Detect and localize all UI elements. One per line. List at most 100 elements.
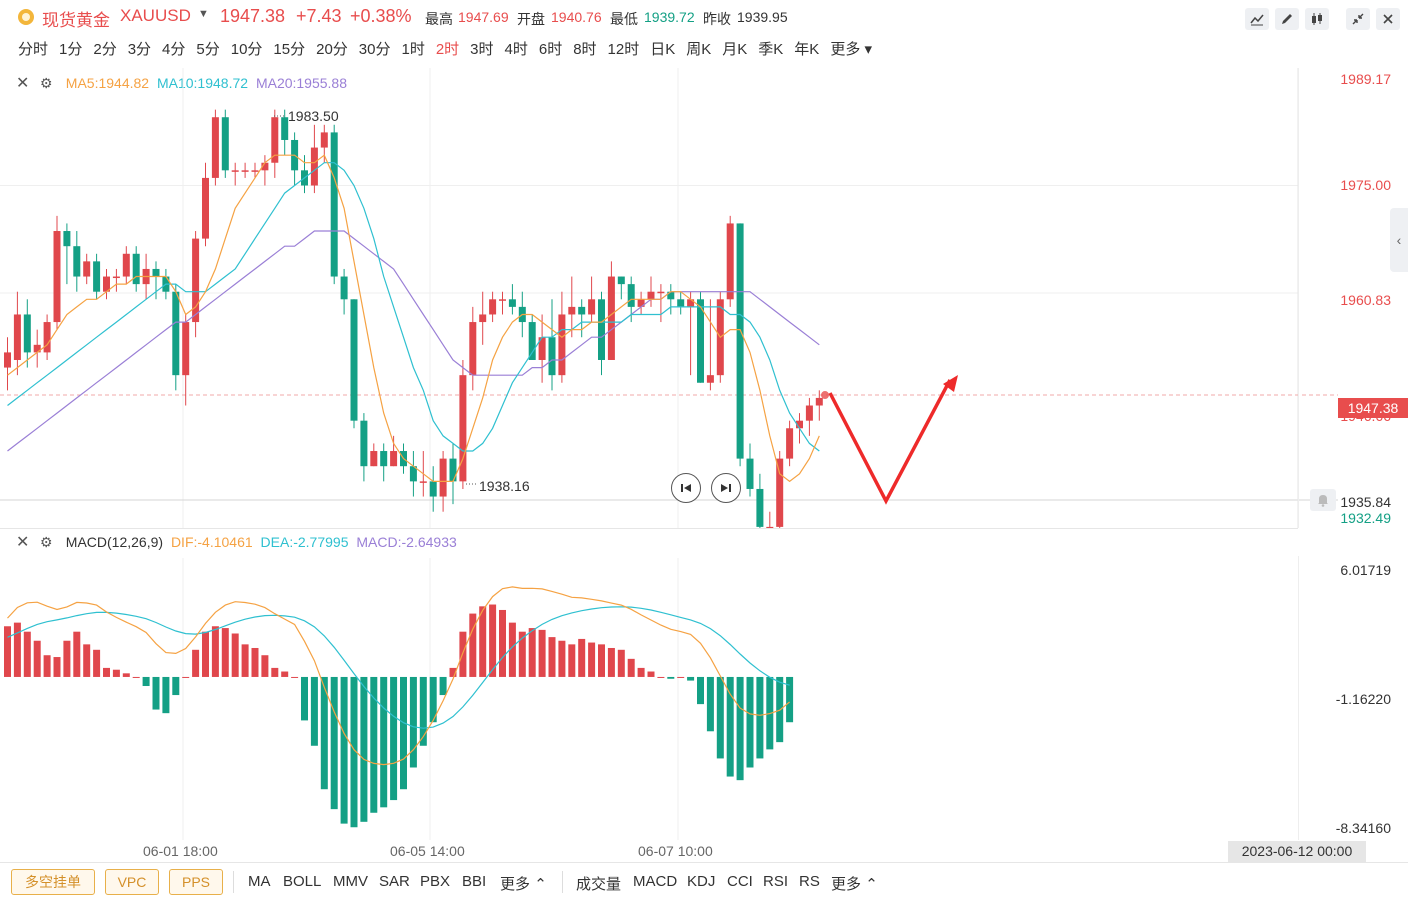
period-tab[interactable]: 月K bbox=[722, 41, 748, 58]
period-tab[interactable]: 2时 bbox=[435, 41, 460, 58]
draw-pen-icon[interactable] bbox=[1275, 8, 1299, 30]
period-tab[interactable]: 1分 bbox=[59, 41, 83, 58]
chevron-up-icon: ⌃ bbox=[865, 876, 878, 893]
candle bbox=[489, 299, 497, 315]
candle bbox=[172, 291, 180, 376]
macd-bar bbox=[548, 637, 556, 677]
price-axis: 1989.17 1975.00 1960.83 1946.66 1935.84 … bbox=[1298, 68, 1408, 528]
macd-chart[interactable] bbox=[0, 528, 1298, 840]
vpc-button[interactable]: VPC bbox=[105, 869, 159, 895]
candle bbox=[281, 117, 289, 140]
period-tab[interactable]: 3时 bbox=[470, 41, 494, 58]
candle bbox=[746, 458, 754, 489]
instrument-name[interactable]: 现货黄金 bbox=[42, 11, 110, 30]
ind-volume[interactable]: 成交量 bbox=[576, 876, 622, 893]
ind-mmv[interactable]: MMV bbox=[333, 873, 368, 890]
period-tab[interactable]: 年K bbox=[794, 41, 820, 58]
macd-bar bbox=[241, 644, 249, 677]
ind-rsi[interactable]: RSI bbox=[763, 873, 789, 890]
settings-icon[interactable]: ⚙ bbox=[39, 75, 53, 91]
last-price: 1947.38 bbox=[220, 6, 286, 26]
period-tab[interactable]: 2分 bbox=[93, 41, 117, 58]
period-tab[interactable]: 更多 ▾ bbox=[830, 41, 873, 58]
period-tab[interactable]: 4分 bbox=[162, 41, 186, 58]
ind-boll[interactable]: BOLL bbox=[283, 873, 322, 890]
period-tab[interactable]: 15分 bbox=[273, 41, 306, 58]
macd-bar bbox=[251, 647, 259, 677]
expand-panel-icon[interactable]: ‹ bbox=[1390, 208, 1408, 272]
ind-bbi[interactable]: BBI bbox=[462, 873, 487, 890]
long-short-orders-button[interactable]: 多空挂单 bbox=[11, 869, 95, 895]
period-tab[interactable]: 8时 bbox=[573, 41, 597, 58]
macd-bar bbox=[162, 676, 170, 714]
period-tab[interactable]: 周K bbox=[686, 41, 712, 58]
candle bbox=[53, 231, 61, 323]
candle bbox=[687, 299, 695, 307]
more-sub-indicators[interactable]: 更多 ⌃ bbox=[831, 873, 878, 894]
macd-bar bbox=[370, 676, 378, 813]
period-tab[interactable]: 日K bbox=[650, 41, 676, 58]
date-tick-2: 06-05 14:00 bbox=[390, 843, 465, 859]
candle bbox=[409, 466, 417, 482]
ind-macd[interactable]: MACD bbox=[633, 873, 678, 890]
ind-rs[interactable]: RS bbox=[799, 873, 820, 890]
period-tab[interactable]: 6时 bbox=[538, 41, 563, 58]
symbol-dropdown-icon[interactable]: ▼ bbox=[198, 8, 209, 20]
date-tick-3: 06-07 10:00 bbox=[638, 843, 713, 859]
macd-bar bbox=[340, 676, 348, 824]
more-main-indicators[interactable]: 更多 ⌃ bbox=[500, 873, 547, 894]
hide-indicator-icon[interactable]: ✕ bbox=[16, 75, 30, 92]
close-icon[interactable] bbox=[1376, 8, 1400, 30]
period-tab[interactable]: 分时 bbox=[18, 41, 49, 58]
period-tab[interactable]: 30分 bbox=[358, 41, 391, 58]
candle bbox=[103, 276, 110, 292]
macd-settings-icon[interactable]: ⚙ bbox=[39, 534, 53, 550]
price-change: +7.43 bbox=[296, 6, 342, 26]
period-tab[interactable]: 1时 bbox=[401, 41, 425, 58]
macd-bar bbox=[4, 626, 11, 677]
previous-button[interactable] bbox=[671, 473, 701, 503]
macd-bar bbox=[687, 676, 695, 681]
candle bbox=[231, 170, 239, 172]
ma20-legend: MA20:1955.88 bbox=[255, 75, 348, 91]
candle bbox=[637, 299, 645, 307]
collapse-icon[interactable] bbox=[1346, 8, 1370, 30]
ind-pbx[interactable]: PBX bbox=[420, 873, 451, 890]
low-annotation: 1938.16 bbox=[479, 478, 530, 494]
price-chart[interactable] bbox=[0, 68, 1338, 528]
macd-bar bbox=[677, 676, 685, 678]
period-tab[interactable]: 5分 bbox=[196, 41, 220, 58]
instrument-symbol[interactable]: XAUUSD bbox=[120, 6, 191, 25]
macd-bar bbox=[231, 633, 239, 677]
macd-bar bbox=[271, 667, 279, 677]
line-chart-tool-icon[interactable] bbox=[1245, 8, 1269, 30]
candle bbox=[122, 253, 130, 277]
period-tab[interactable]: 4时 bbox=[504, 41, 528, 58]
ind-ma[interactable]: MA bbox=[248, 873, 271, 890]
ind-cci[interactable]: CCI bbox=[727, 873, 753, 890]
candle bbox=[182, 322, 190, 376]
forecast-arrow bbox=[828, 379, 952, 505]
candle bbox=[340, 276, 348, 300]
next-button[interactable] bbox=[711, 473, 741, 503]
period-tab[interactable]: 3分 bbox=[127, 41, 152, 58]
ind-kdj[interactable]: KDJ bbox=[687, 873, 716, 890]
price-tick-1960: 1960.83 bbox=[1340, 292, 1391, 308]
macd-bar bbox=[439, 676, 447, 696]
macd-bar bbox=[152, 676, 160, 710]
pps-button[interactable]: PPS bbox=[169, 869, 223, 895]
macd-bar bbox=[112, 669, 120, 677]
period-tab[interactable]: 季K bbox=[758, 41, 784, 58]
prev-close-label: 昨收 bbox=[703, 11, 731, 27]
period-tab[interactable]: 20分 bbox=[316, 41, 348, 58]
period-tab[interactable]: 12时 bbox=[607, 41, 640, 58]
candle bbox=[360, 420, 368, 467]
ma5-line bbox=[7, 154, 820, 483]
ind-sar[interactable]: SAR bbox=[379, 873, 410, 890]
candle bbox=[647, 291, 655, 300]
hide-macd-icon[interactable]: ✕ bbox=[16, 534, 30, 551]
candle-style-icon[interactable] bbox=[1305, 8, 1329, 30]
alert-bell-icon[interactable] bbox=[1310, 489, 1336, 511]
period-tab[interactable]: 10分 bbox=[230, 41, 263, 58]
macd-bar bbox=[607, 647, 615, 677]
